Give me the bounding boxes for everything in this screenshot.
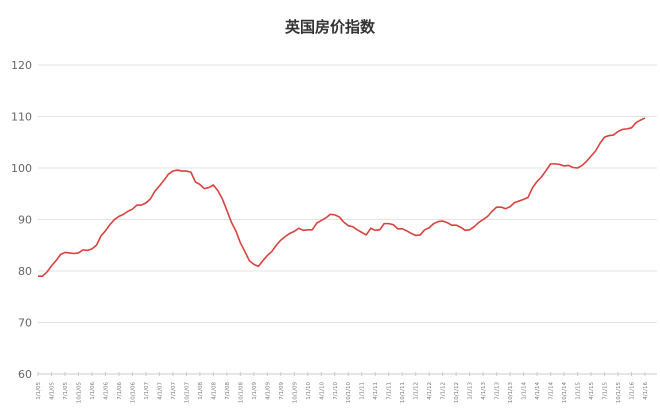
- y-tick-label: 80: [18, 265, 32, 278]
- y-tick-label: 120: [11, 59, 32, 72]
- x-tick-label: 4/1/07: [157, 381, 163, 399]
- x-tick-label: 4/1/10: [319, 381, 325, 399]
- x-tick-label: 7/1/11: [387, 382, 393, 400]
- x-tick-label: 1/1/08: [198, 381, 204, 399]
- x-tick-label: 1/1/10: [306, 381, 312, 399]
- x-tick-label: 10/1/11: [400, 382, 406, 403]
- x-tick-label: 7/1/07: [171, 381, 177, 399]
- x-tick-label: 1/1/16: [630, 381, 636, 399]
- x-tick-label: 10/1/12: [454, 382, 460, 403]
- x-tick-label: 4/1/09: [265, 381, 271, 399]
- x-tick-label: 7/1/14: [549, 381, 555, 399]
- x-tick-label: 7/1/12: [441, 382, 447, 400]
- x-tick-label: 10/1/08: [238, 382, 244, 404]
- x-axis: [37, 372, 646, 376]
- y-tick-label: 100: [11, 162, 32, 175]
- x-tick-label: 10/1/07: [184, 382, 190, 404]
- x-tick-label: 1/1/07: [144, 381, 150, 399]
- y-tick-label: 90: [18, 214, 32, 227]
- x-tick-label: 1/1/06: [90, 381, 96, 399]
- series-line: [38, 117, 646, 277]
- x-tick-label: 1/1/09: [252, 381, 258, 399]
- y-tick-label: 70: [18, 317, 32, 330]
- y-gridlines: [38, 64, 657, 375]
- x-tick-label: 4/1/06: [103, 381, 109, 399]
- chart-title: 英国房价指数: [284, 18, 375, 36]
- x-tick-label: 4/1/15: [589, 381, 595, 399]
- x-tick-label: 10/1/06: [130, 382, 136, 404]
- x-tick-label: 4/1/12: [427, 382, 433, 400]
- x-tick-label: 7/1/10: [333, 381, 339, 399]
- x-tick-label: 4/1/13: [481, 381, 487, 399]
- x-tick-label: 1/1/11: [360, 382, 366, 400]
- x-tick-label: 10/1/14: [562, 382, 568, 404]
- x-tick-label: 1/1/05: [36, 381, 42, 399]
- x-tick-label: 1/1/15: [576, 381, 582, 399]
- x-tick-label: 4/1/16: [643, 381, 649, 399]
- x-tick-label: 7/1/06: [117, 381, 123, 399]
- x-tick-label: 7/1/13: [495, 381, 501, 399]
- x-tick-label: 10/1/13: [508, 382, 514, 404]
- x-tick-label: 7/1/15: [603, 381, 609, 399]
- x-tick-label: 1/1/14: [522, 381, 528, 399]
- x-tick-label: 10/1/10: [346, 382, 352, 404]
- x-tick-label: 10/1/15: [616, 382, 622, 404]
- x-tick-label: 4/1/11: [373, 382, 379, 400]
- x-tick-label: 7/1/08: [225, 381, 231, 399]
- x-tick-label: 10/1/05: [76, 382, 82, 404]
- x-tick-label: 7/1/09: [279, 381, 285, 399]
- y-tick-label: 60: [18, 368, 32, 381]
- x-tick-label: 1/1/12: [414, 382, 420, 400]
- x-tick-label: 10/1/09: [292, 382, 298, 404]
- x-tick-label: 4/1/08: [211, 381, 217, 399]
- x-tick-label: 4/1/14: [535, 381, 541, 399]
- x-tick-label: 4/1/05: [49, 381, 55, 399]
- x-tick-label: 1/1/13: [468, 381, 474, 399]
- y-axis-labels: 60 70 80 90 100 110 120: [11, 59, 32, 381]
- x-axis-labels: 1/1/05 4/1/05 7/1/05 10/1/05 1/1/06 4/1/06 7/1…: [36, 381, 649, 403]
- x-tick-label: 7/1/05: [63, 381, 69, 399]
- y-tick-label: 110: [11, 111, 32, 124]
